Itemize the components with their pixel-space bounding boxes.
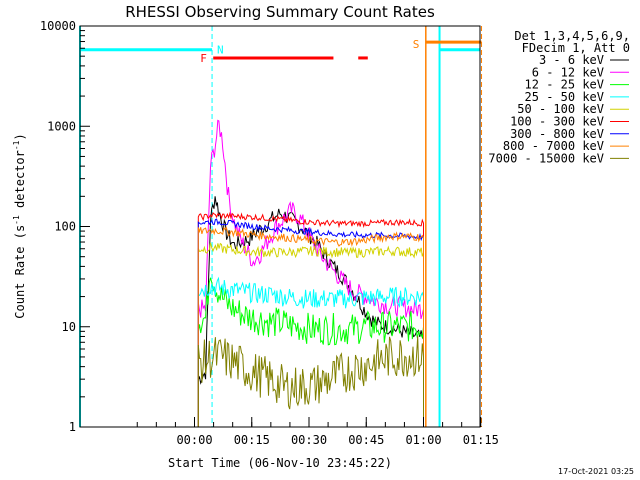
legend-header: FDecim 1, Att 0 <box>522 41 630 55</box>
series-line <box>197 276 424 427</box>
y-tick-label: 1 <box>69 420 76 434</box>
flare-label: F <box>200 52 207 65</box>
chart-title: RHESSI Observing Summary Count Rates <box>125 3 435 21</box>
legend-header: Det 1,3,4,5,6,9, <box>514 29 630 43</box>
x-tick-label: 00:00 <box>176 433 212 447</box>
legend: Det 1,3,4,5,6,9,FDecim 1, Att 03 - 6 keV… <box>488 29 630 165</box>
legend-entry-label: 7000 - 15000 keV <box>488 151 604 165</box>
legend-entry-label: 100 - 300 keV <box>510 115 604 129</box>
x-tick-label: 00:45 <box>348 433 384 447</box>
x-axis-label: Start Time (06-Nov-10 23:45:22) <box>168 456 392 470</box>
legend-entry-label: 800 - 7000 keV <box>503 139 604 153</box>
x-tick-label: 00:15 <box>234 433 270 447</box>
legend-entry-label: 50 - 100 keV <box>517 102 604 116</box>
x-tick-label: 01:15 <box>463 433 499 447</box>
y-tick-label: 10 <box>62 320 76 334</box>
y-axis: 1 10 100 1000 10000 <box>40 19 90 434</box>
legend-entry-label: 12 - 25 keV <box>525 78 604 92</box>
footer-timestamp: 17-Oct-2021 03:25 <box>558 467 634 476</box>
y-tick-label: 1000 <box>47 119 76 133</box>
legend-entry-label: 6 - 12 keV <box>532 65 604 79</box>
series-line <box>197 336 424 427</box>
series-line <box>197 211 424 427</box>
x-tick-label: 01:00 <box>405 433 441 447</box>
legend-entry-label: 3 - 6 keV <box>539 53 604 67</box>
legend-entry-label: 25 - 50 keV <box>525 90 604 104</box>
series-layer <box>197 119 424 427</box>
series-line <box>197 242 424 427</box>
night-label: N <box>217 44 224 57</box>
series-line <box>197 119 424 427</box>
saa-label: S <box>413 38 420 51</box>
legend-entry-label: 300 - 800 keV <box>510 127 604 141</box>
y-axis-label: Count Rate (s-1 detector-1) <box>12 133 27 318</box>
x-axis: 00:00 00:15 00:30 00:45 01:00 01:15 <box>136 417 499 447</box>
x-tick-label: 00:30 <box>291 433 327 447</box>
y-tick-label: 10000 <box>40 19 76 33</box>
y-tick-label: 100 <box>54 220 76 234</box>
series-line <box>197 226 424 427</box>
series-line <box>197 277 424 427</box>
